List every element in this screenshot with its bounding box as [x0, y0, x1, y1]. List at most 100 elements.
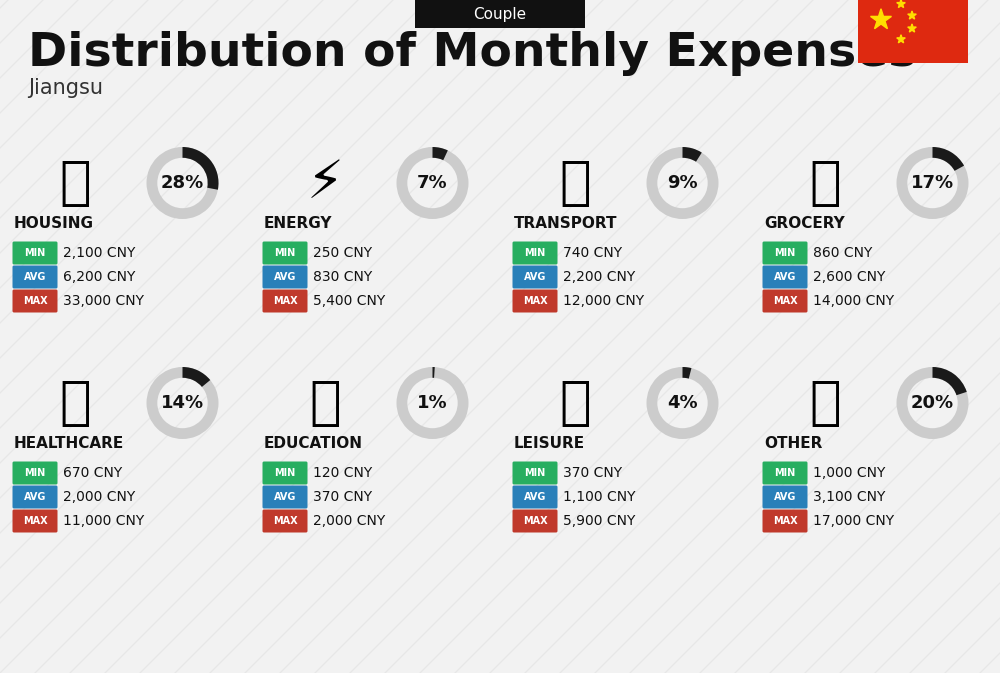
Text: 🛍: 🛍	[559, 377, 591, 429]
Wedge shape	[182, 147, 218, 190]
Wedge shape	[896, 367, 968, 439]
Text: OTHER: OTHER	[764, 435, 822, 450]
Text: AVG: AVG	[524, 272, 546, 282]
Wedge shape	[396, 147, 468, 219]
Text: LEISURE: LEISURE	[514, 435, 585, 450]
Text: AVG: AVG	[274, 272, 296, 282]
FancyBboxPatch shape	[12, 289, 58, 312]
Text: MIN: MIN	[274, 248, 296, 258]
Text: 33,000 CNY: 33,000 CNY	[63, 294, 144, 308]
Wedge shape	[396, 367, 468, 439]
Wedge shape	[146, 147, 218, 219]
Text: 5,900 CNY: 5,900 CNY	[563, 514, 635, 528]
Text: MAX: MAX	[273, 516, 297, 526]
Text: 670 CNY: 670 CNY	[63, 466, 122, 480]
Text: 5,400 CNY: 5,400 CNY	[313, 294, 385, 308]
FancyBboxPatch shape	[512, 485, 558, 509]
Text: 🎓: 🎓	[309, 377, 341, 429]
Text: HEALTHCARE: HEALTHCARE	[14, 435, 124, 450]
FancyBboxPatch shape	[12, 266, 58, 289]
Text: MAX: MAX	[273, 296, 297, 306]
Text: 2,600 CNY: 2,600 CNY	[813, 270, 885, 284]
Text: 1,000 CNY: 1,000 CNY	[813, 466, 885, 480]
Wedge shape	[646, 147, 718, 219]
Wedge shape	[682, 147, 702, 162]
Text: 2,000 CNY: 2,000 CNY	[63, 490, 135, 504]
FancyBboxPatch shape	[512, 242, 558, 264]
Text: 830 CNY: 830 CNY	[313, 270, 372, 284]
Text: MIN: MIN	[774, 468, 796, 478]
Text: 🏥: 🏥	[59, 377, 91, 429]
Text: MIN: MIN	[274, 468, 296, 478]
Text: MAX: MAX	[773, 516, 797, 526]
Text: 6,200 CNY: 6,200 CNY	[63, 270, 135, 284]
FancyBboxPatch shape	[512, 266, 558, 289]
FancyBboxPatch shape	[415, 0, 585, 28]
Text: 9%: 9%	[667, 174, 698, 192]
FancyBboxPatch shape	[12, 485, 58, 509]
Text: MAX: MAX	[523, 296, 547, 306]
Polygon shape	[871, 9, 891, 29]
Wedge shape	[646, 367, 718, 439]
FancyBboxPatch shape	[262, 485, 308, 509]
FancyBboxPatch shape	[262, 509, 308, 532]
Text: AVG: AVG	[774, 492, 796, 502]
Text: MIN: MIN	[524, 248, 546, 258]
Text: 740 CNY: 740 CNY	[563, 246, 622, 260]
Text: 14,000 CNY: 14,000 CNY	[813, 294, 894, 308]
Text: 7%: 7%	[417, 174, 448, 192]
FancyBboxPatch shape	[262, 266, 308, 289]
Text: MIN: MIN	[774, 248, 796, 258]
Text: Distribution of Monthly Expenses: Distribution of Monthly Expenses	[28, 30, 916, 75]
Text: GROCERY: GROCERY	[764, 215, 845, 230]
FancyBboxPatch shape	[763, 266, 808, 289]
FancyBboxPatch shape	[763, 485, 808, 509]
Text: ENERGY: ENERGY	[264, 215, 332, 230]
FancyBboxPatch shape	[763, 289, 808, 312]
Text: 2,200 CNY: 2,200 CNY	[563, 270, 635, 284]
FancyBboxPatch shape	[12, 462, 58, 485]
Text: 17%: 17%	[911, 174, 954, 192]
Text: MAX: MAX	[773, 296, 797, 306]
Text: MAX: MAX	[523, 516, 547, 526]
Text: ⚡: ⚡	[306, 157, 344, 209]
FancyBboxPatch shape	[763, 509, 808, 532]
Text: 120 CNY: 120 CNY	[313, 466, 372, 480]
Text: 14%: 14%	[161, 394, 204, 412]
Text: 860 CNY: 860 CNY	[813, 246, 872, 260]
Text: 11,000 CNY: 11,000 CNY	[63, 514, 144, 528]
FancyBboxPatch shape	[763, 242, 808, 264]
Text: MIN: MIN	[24, 468, 46, 478]
Wedge shape	[146, 367, 218, 439]
Text: TRANSPORT: TRANSPORT	[514, 215, 618, 230]
Text: MAX: MAX	[23, 516, 47, 526]
FancyBboxPatch shape	[262, 289, 308, 312]
FancyBboxPatch shape	[858, 0, 968, 63]
FancyBboxPatch shape	[12, 242, 58, 264]
Text: Jiangsu: Jiangsu	[28, 78, 103, 98]
Text: AVG: AVG	[274, 492, 296, 502]
Text: Couple: Couple	[473, 7, 527, 22]
Text: 2,100 CNY: 2,100 CNY	[63, 246, 135, 260]
Text: 370 CNY: 370 CNY	[313, 490, 372, 504]
Text: MAX: MAX	[23, 296, 47, 306]
Wedge shape	[896, 147, 968, 219]
Text: EDUCATION: EDUCATION	[264, 435, 363, 450]
Polygon shape	[897, 0, 905, 7]
Text: 17,000 CNY: 17,000 CNY	[813, 514, 894, 528]
Text: 28%: 28%	[161, 174, 204, 192]
Text: 250 CNY: 250 CNY	[313, 246, 372, 260]
Text: AVG: AVG	[524, 492, 546, 502]
Text: 20%: 20%	[911, 394, 954, 412]
FancyBboxPatch shape	[512, 462, 558, 485]
Wedge shape	[682, 367, 691, 379]
Wedge shape	[432, 367, 435, 378]
Polygon shape	[897, 35, 905, 43]
Text: AVG: AVG	[24, 272, 46, 282]
Text: MIN: MIN	[524, 468, 546, 478]
Wedge shape	[182, 367, 210, 387]
FancyBboxPatch shape	[12, 509, 58, 532]
Text: 🛒: 🛒	[809, 157, 841, 209]
Text: MIN: MIN	[24, 248, 46, 258]
FancyBboxPatch shape	[262, 242, 308, 264]
